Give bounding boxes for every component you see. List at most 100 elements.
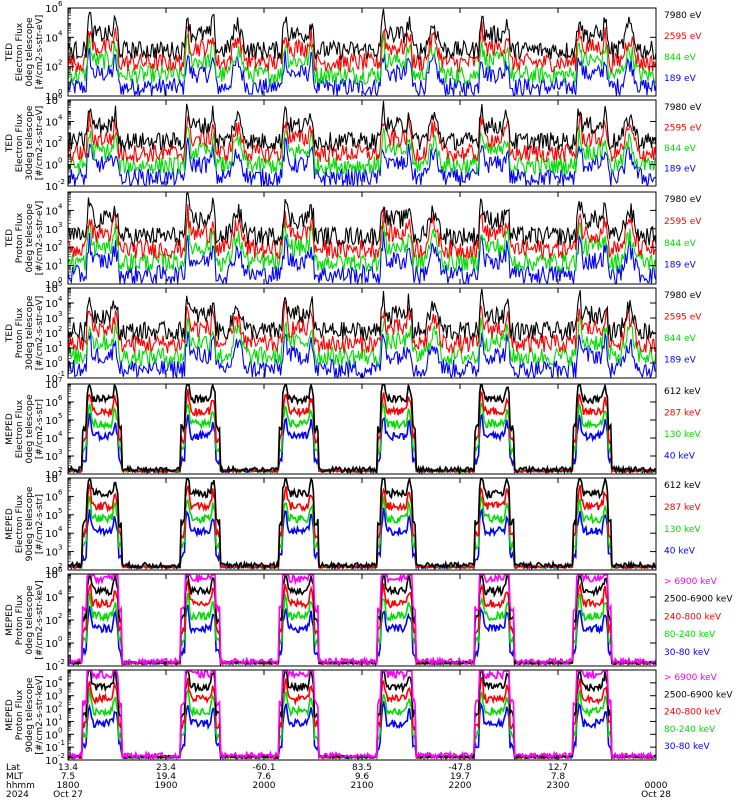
y-tick-exponent: 3: [58, 448, 62, 456]
y-tick-label: 10: [45, 679, 58, 690]
y-tick-label: 10: [45, 566, 58, 577]
legend-entry: 2595 eV: [664, 123, 702, 133]
series-287-kev-trace: [68, 483, 656, 570]
x-tick-label: Oct 27: [53, 790, 83, 800]
legend-entry: 240-800 keV: [664, 708, 722, 718]
legend-entry: 612 keV: [664, 387, 701, 397]
legend-entry: 130 keV: [664, 525, 701, 535]
y-tick-label: 10: [45, 284, 58, 295]
y-tick-exponent: 7: [58, 376, 62, 384]
y-axis-label-line: 0deg telescope: [25, 17, 35, 87]
x-axis-row-label: hhmm: [6, 781, 35, 791]
legend-entry: 189 eV: [664, 261, 697, 271]
y-axis-label-line: 30deg telescope: [25, 295, 35, 370]
y-axis-label-line: TED: [5, 229, 15, 248]
series-612-kev-trace: [68, 478, 656, 570]
y-tick-exponent: 6: [58, 488, 63, 496]
y-tick-exponent: 4: [58, 430, 63, 438]
y-tick-label: 10: [45, 639, 58, 650]
y-axis-label-line: Proton Flux: [15, 594, 25, 645]
y-axis-label-line: MEPED: [5, 699, 15, 731]
series-240-800-kev-trace: [68, 580, 656, 666]
series-2595-ev-trace: [68, 21, 656, 74]
legend-entry: 189 eV: [664, 355, 697, 365]
x-tick-label: 7.6: [257, 772, 272, 782]
legend-entry: 30-80 keV: [664, 648, 710, 658]
y-tick-exponent: 0: [58, 157, 62, 165]
series-612-kev-trace: [68, 384, 656, 474]
legend-entry: 40 keV: [664, 547, 696, 557]
legend-entry: 30-80 keV: [664, 742, 710, 752]
y-tick-label: 10: [45, 398, 58, 409]
y-tick-label: 10: [45, 374, 58, 385]
y-axis-label-line: [#/cm2-s-str-eV]: [35, 296, 45, 371]
y-tick-exponent: 2: [58, 239, 62, 247]
series-130-kev-trace: [68, 401, 656, 474]
y-tick-exponent: 2: [58, 612, 62, 620]
legend-entry: 189 eV: [664, 164, 697, 174]
panel-frame: [67, 573, 657, 667]
series-2500-6900-kev-trace: [68, 670, 656, 760]
y-tick-label: 10: [45, 225, 58, 236]
y-tick-label: 10: [45, 616, 58, 627]
y-tick-exponent: 4: [58, 114, 63, 122]
y-tick-exponent: 2: [58, 466, 62, 474]
y-axis-label-line: [#/cm2-s-str-eV]: [35, 201, 45, 276]
y-tick-exponent: 0: [58, 635, 62, 643]
y-axis-label-line: Electron Flux: [15, 22, 25, 81]
x-tick-label: 13.4: [58, 763, 78, 773]
x-tick-label: -60.1: [252, 763, 275, 773]
y-tick-exponent: 4: [58, 295, 63, 303]
y-axis-label-line: 0deg telescope: [25, 394, 35, 464]
y-tick-exponent: 2: [58, 325, 62, 333]
legend-entry: 287 keV: [664, 408, 701, 418]
y-axis-label-line: 30deg telescope: [25, 105, 35, 180]
y-axis-label-line: Proton Flux: [15, 689, 25, 740]
y-tick-label: 10: [45, 474, 58, 485]
y-tick-exponent: 3: [58, 310, 62, 318]
x-tick-label: 2000: [253, 781, 276, 791]
y-axis-label-line: TED: [5, 43, 15, 62]
legend-entry: 844 eV: [664, 334, 697, 344]
x-tick-label: 1800: [57, 781, 80, 791]
y-tick-label: 10: [45, 717, 58, 728]
panel-6-traces: [68, 478, 656, 570]
y-tick-label: 10: [45, 299, 58, 310]
y-axis-label-line: 90deg telescope: [25, 486, 35, 561]
y-tick-exponent: 6: [58, 394, 63, 402]
y-tick-label: 10: [45, 161, 58, 172]
x-tick-label: 9.6: [355, 772, 370, 782]
legend-entry: 287 keV: [664, 503, 701, 513]
legend-entry: 844 eV: [664, 239, 697, 249]
series-844-ev-trace: [68, 126, 656, 176]
y-tick-exponent: 5: [58, 280, 62, 288]
y-tick-label: 10: [45, 529, 58, 540]
y-axis-label-line: MEPED: [5, 508, 15, 540]
legend-entry: 2595 eV: [664, 217, 702, 227]
legend-entry: 844 eV: [664, 144, 697, 154]
legend-entry: 7980 eV: [664, 195, 702, 205]
y-tick-exponent: 5: [58, 507, 62, 515]
y-tick-label: 10: [45, 262, 58, 273]
x-tick-label: -47.8: [448, 763, 472, 773]
y-tick-exponent: 0: [58, 726, 62, 734]
legend-entry: 2595 eV: [664, 32, 702, 42]
panel-frame: [67, 477, 657, 571]
x-tick-label: Oct 28: [641, 790, 671, 800]
y-tick-exponent: 2: [58, 59, 62, 67]
y-tick-label: 10: [45, 182, 58, 193]
x-tick-label: 7.8: [551, 772, 566, 782]
y-tick-label: 10: [45, 662, 58, 673]
panel-5-traces: [68, 384, 656, 474]
y-axis-label-line: 0deg telescope: [25, 585, 35, 655]
x-tick-label: 1900: [155, 781, 178, 791]
y-axis-label-line: [#/cm2-s-str-eV]: [35, 106, 45, 181]
x-tick-label: 2300: [547, 781, 570, 791]
legend-entry: 2500-6900 keV: [664, 690, 733, 700]
x-axis-row-label: Lat: [6, 763, 21, 773]
series-189-ev-trace: [68, 47, 656, 96]
